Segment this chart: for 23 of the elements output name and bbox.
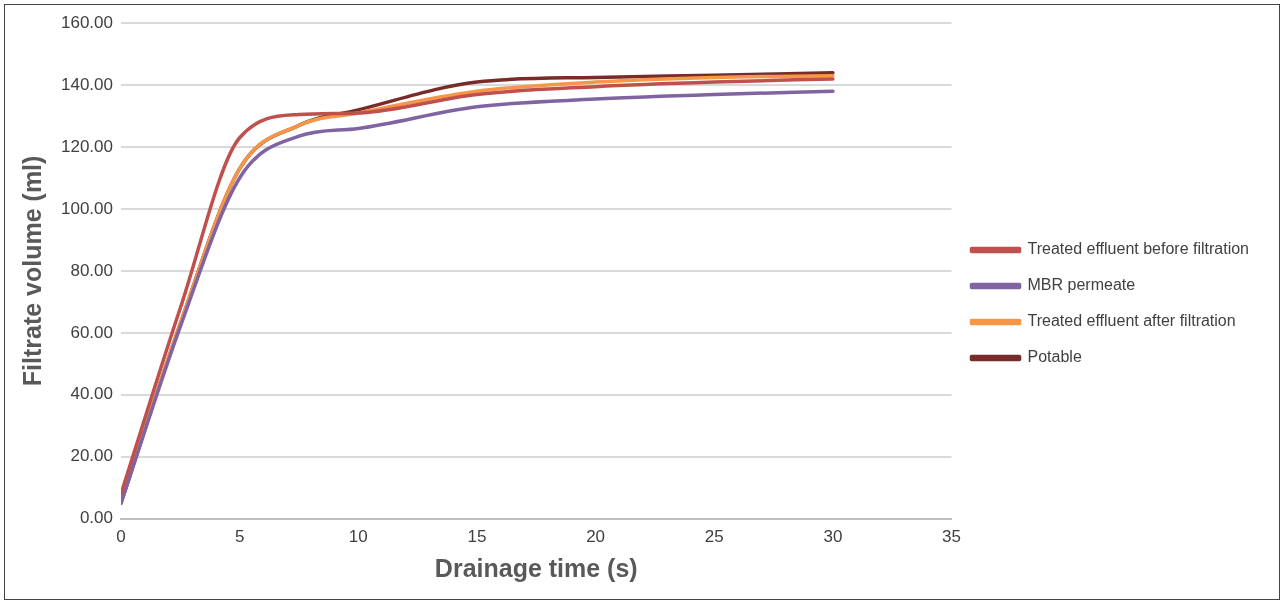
y-tick-label: 60.00 [70, 322, 113, 342]
y-tick-label: 140.00 [61, 74, 113, 94]
x-axis-title: Drainage time (s) [434, 553, 638, 582]
y-tick-label: 100.00 [61, 198, 113, 218]
legend-label: Potable [1027, 348, 1082, 366]
y-axis-title: Filtrate volume (ml) [17, 155, 46, 387]
x-tick-label: 30 [823, 527, 843, 547]
y-tick-label: 40.00 [70, 384, 113, 404]
y-tick-label: 120.00 [61, 136, 113, 156]
legend-label: Treated effluent after filtration [1027, 312, 1236, 330]
y-tick-label: 160.00 [61, 12, 113, 32]
legend-label: MBR permeate [1027, 276, 1136, 294]
x-tick-label: 0 [116, 527, 126, 547]
legend-label: Treated effluent before filtration [1027, 240, 1249, 258]
y-tick-label: 80.00 [70, 260, 113, 280]
x-tick-label: 15 [467, 527, 487, 547]
x-tick-label: 20 [586, 527, 606, 547]
x-tick-label: 25 [704, 527, 724, 547]
x-tick-label: 35 [942, 527, 961, 547]
x-tick-label: 5 [234, 527, 245, 547]
x-tick-label: 10 [348, 527, 368, 547]
y-tick-label: 0.00 [79, 508, 113, 528]
y-tick-label: 20.00 [70, 446, 113, 466]
